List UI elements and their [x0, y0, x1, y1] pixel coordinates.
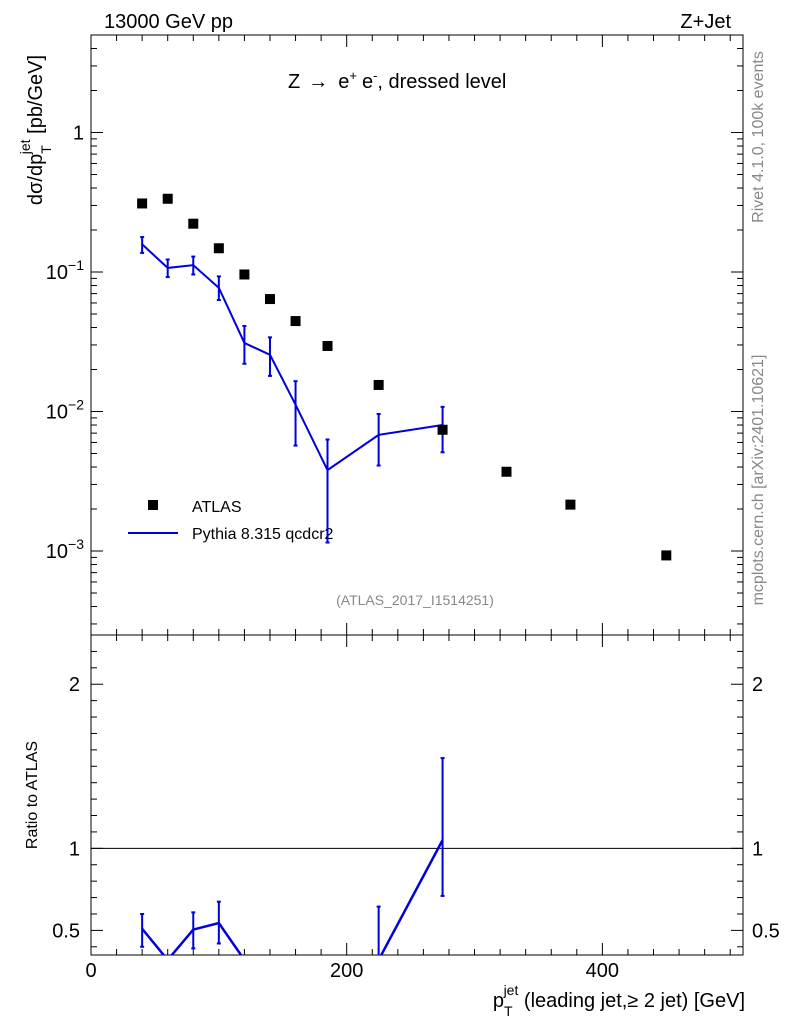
- plot-title: Z → e+ e-, dressed level: [288, 68, 506, 93]
- atlas-data-point: [137, 198, 148, 209]
- xlabel-tail: (leading jet,≥ 2 jet) [GeV]: [518, 990, 745, 1012]
- main-y-tick-label: 1: [73, 123, 84, 145]
- atlas-data-point: [322, 340, 333, 351]
- atlas-data-point: [290, 316, 301, 327]
- title-suffix: , dressed level: [377, 71, 506, 93]
- title-z: Z: [288, 71, 300, 93]
- atlas-data-point: [373, 379, 384, 390]
- analysis-id-label: (ATLAS_2017_I1514251): [336, 592, 494, 608]
- atlas-data-point: [437, 424, 448, 435]
- ratio-y-tick-label-right: 2: [752, 674, 763, 696]
- x-tick-label: 200: [330, 960, 363, 982]
- legend-pythia-label: Pythia 8.315 qcdcr2: [192, 526, 334, 543]
- atlas-data-point: [661, 550, 672, 561]
- xlabel-sub: T: [504, 1003, 513, 1019]
- ratio-y-tick-label-left: 0.5: [52, 920, 80, 942]
- atlas-data-point: [264, 294, 275, 305]
- main-y-axis-label: dσ/dpTjet [pb/GeV]: [17, 55, 54, 205]
- xlabel-head: p: [493, 990, 504, 1012]
- legend-atlas-label: ATLAS: [192, 499, 242, 516]
- xlabel-sup: jet: [503, 982, 519, 998]
- main-axes: 1 10−1 10−2 10−3: [46, 34, 743, 635]
- ratio-y-axis-label: Ratio to ATLAS: [24, 741, 41, 849]
- legend: ATLAS Pythia 8.315 qcdcr2: [128, 499, 334, 543]
- header-energy-label: 13000 GeV pp: [104, 11, 233, 33]
- ratio-data: [140, 757, 445, 955]
- atlas-data-point: [501, 466, 512, 477]
- atlas-data-point: [188, 218, 199, 229]
- ylabel-tail: [pb/GeV]: [25, 55, 47, 140]
- ratio-axes: 0.5 0.5 1 1 2 2 0 200 400: [52, 635, 780, 982]
- pythia-line: [141, 243, 443, 472]
- ylabel-sub: T: [38, 145, 54, 154]
- ratio-y-tick-label-left: 2: [69, 674, 80, 696]
- atlas-data-point: [162, 193, 173, 204]
- x-tick-label: 0: [85, 960, 96, 982]
- rivet-version-label: Rivet 4.1.0, 100k events: [750, 51, 767, 223]
- main-data: [137, 193, 672, 561]
- ratio-line: [141, 839, 444, 955]
- mcplots-label: mcplots.cern.ch [arXiv:2401.10621]: [750, 355, 767, 606]
- title-arrow: →: [308, 71, 328, 93]
- ylabel-sup: jet: [17, 139, 33, 155]
- atlas-data-point: [565, 499, 576, 510]
- title-eplus: e: [338, 71, 349, 93]
- header-process-label: Z+Jet: [680, 11, 731, 33]
- atlas-data-point: [213, 243, 224, 254]
- ratio-y-tick-label-right: 1: [752, 838, 763, 860]
- x-tick-label: 400: [586, 960, 619, 982]
- x-axis-label: pTjet (leading jet,≥ 2 jet) [GeV]: [493, 982, 745, 1019]
- main-plot-frame: [90, 34, 744, 636]
- main-y-tick-label: 10−2: [46, 397, 84, 424]
- ratio-y-tick-label-left: 1: [69, 838, 80, 860]
- ratio-plot-frame: [90, 634, 744, 956]
- title-eplus-sup: +: [349, 68, 357, 83]
- atlas-data-point: [239, 269, 250, 280]
- main-y-tick-label: 10−1: [46, 257, 84, 284]
- main-y-tick-label: 10−3: [46, 536, 84, 563]
- legend-atlas-marker: [148, 500, 158, 510]
- title-eminus-sup: -: [373, 68, 377, 83]
- ylabel-head: dσ/dp: [25, 154, 47, 205]
- ratio-y-tick-label-right: 0.5: [752, 920, 780, 942]
- title-eminus: e: [362, 71, 373, 93]
